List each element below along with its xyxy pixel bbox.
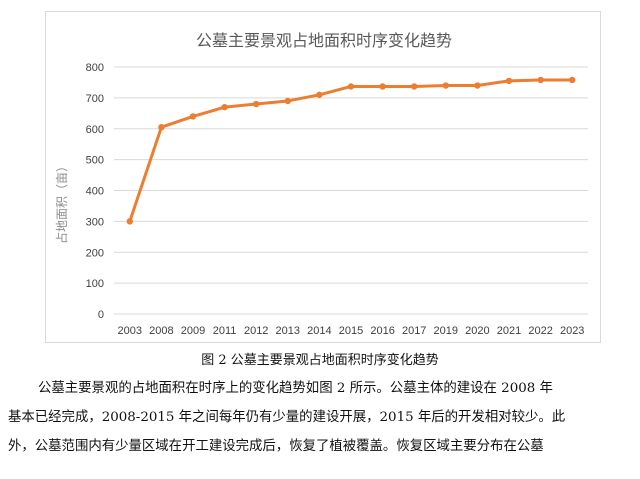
- series-layer: [126, 76, 576, 225]
- data-point: [253, 100, 260, 108]
- data-point: [474, 82, 481, 89]
- data-point: [158, 124, 165, 131]
- paragraph-line: 基本已经完成，2008-2015 年之间每年仍有少量的建设开展，2015 年后的…: [8, 410, 566, 425]
- x-tick-label: 2012: [244, 325, 268, 337]
- x-tick-label: 2008: [149, 325, 173, 337]
- y-tick-label: 700: [86, 93, 104, 105]
- y-tick-label: 600: [86, 124, 104, 136]
- y-tick-label: 800: [86, 62, 104, 74]
- data-point: [221, 103, 228, 111]
- x-tick-label: 2017: [402, 325, 426, 337]
- y-tick-label: 400: [86, 186, 104, 198]
- x-tick-label: 2019: [434, 325, 458, 337]
- y-tick-label: 100: [86, 278, 104, 290]
- x-tick-labels: 2003 2008 2009 2011 2012 2013 2014 2015 2016 2017…: [118, 325, 585, 337]
- y-tick-label: 300: [86, 216, 104, 228]
- data-point: [569, 76, 576, 84]
- paragraph-line: 外，公墓范围内有少量区域在开工建设完成后，恢复了植被覆盖。恢复区域主要分布在公墓: [8, 439, 544, 454]
- line-chart: 公墓主要景观占地面积时序变化趋势 占地面积（亩） 0 100 200 300 400 50…: [54, 31, 588, 337]
- data-point: [316, 91, 323, 98]
- x-tick-label: 2022: [528, 325, 552, 337]
- y-tick-label: 0: [98, 309, 104, 321]
- y-axis-label: 占地面积（亩）: [54, 160, 69, 244]
- x-tick-label: 2015: [339, 325, 363, 337]
- chart-frame: 公墓主要景观占地面积时序变化趋势 占地面积（亩） 0 100 200 300 400 50…: [45, 11, 601, 343]
- data-point: [189, 113, 197, 120]
- data-point: [442, 82, 449, 89]
- data-point: [411, 83, 418, 90]
- data-point: [347, 83, 355, 90]
- body-paragraph: 公墓主要景观的占地面积在时序上的变化趋势如图 2 所示。公墓主体的建设在 200…: [8, 374, 636, 461]
- x-tick-label: 2013: [276, 325, 300, 337]
- paragraph-line: 公墓主要景观的占地面积在时序上的变化趋势如图 2 所示。公墓主体的建设在 200…: [38, 381, 553, 396]
- x-tick-label: 2016: [370, 325, 394, 337]
- chart-title: 公墓主要景观占地面积时序变化趋势: [196, 31, 452, 50]
- data-point: [126, 218, 133, 225]
- x-tick-label: 2009: [181, 325, 205, 337]
- y-tick-label: 200: [86, 247, 104, 259]
- x-tick-label: 2020: [465, 325, 489, 337]
- x-tick-label: 2014: [307, 325, 331, 337]
- y-tick-labels: 0 100 200 300 400 500 600 700 800: [86, 62, 104, 321]
- x-tick-label: 2023: [560, 325, 584, 337]
- data-point: [537, 76, 544, 84]
- x-tick-label: 2021: [497, 325, 521, 337]
- y-tick-label: 500: [86, 155, 104, 167]
- figure-caption: 图 2 公墓主要景观占地面积时序变化趋势: [201, 353, 439, 368]
- data-point: [284, 97, 291, 105]
- gridlines: [114, 66, 588, 315]
- x-tick-label: 2003: [118, 325, 142, 337]
- series-line: [128, 78, 573, 222]
- data-point: [505, 77, 513, 85]
- x-tick-label: 2011: [213, 325, 237, 337]
- data-point: [379, 83, 386, 90]
